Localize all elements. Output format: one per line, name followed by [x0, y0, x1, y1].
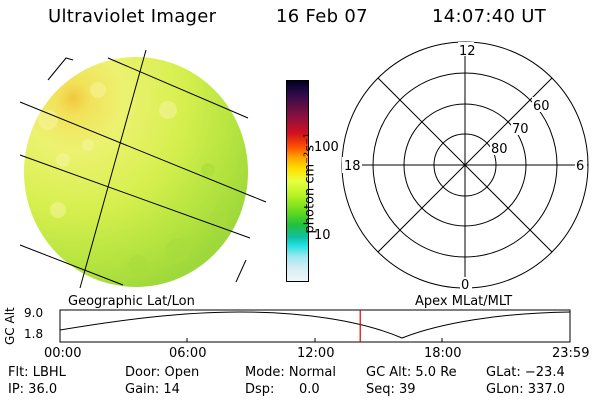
polar-plot: 12 18 6 0 60 70 80: [341, 41, 589, 293]
info-flt: Flt: LBHL: [8, 365, 66, 380]
timeline-xtick-3: 18:00: [424, 346, 462, 361]
lat-label-60: 60: [533, 99, 550, 114]
timeline-ytick-bottom: 1.8: [24, 327, 43, 341]
lat-label-80: 80: [491, 142, 508, 157]
mlt-label-6: 6: [576, 159, 584, 174]
image-panel-label: Geographic Lat/Lon: [68, 294, 195, 309]
info-gain: Gain: 14: [125, 382, 180, 397]
info-gc-alt: GC Alt: 5.0 Re: [366, 365, 457, 380]
info-mode: Mode: Normal: [245, 365, 336, 380]
mlt-label-18: 18: [344, 159, 361, 174]
auroral-image: [19, 50, 267, 289]
timeline-ylabel: GC Alt: [3, 307, 17, 345]
colorbar-tick-100: 100: [314, 140, 339, 155]
info-dsp-value: 0.0: [299, 382, 320, 397]
info-seq: Seq: 39: [366, 382, 416, 397]
info-glon: GLon: 337.0: [486, 382, 566, 397]
altitude-curve: [59, 311, 571, 339]
time-label: 14:07:40 UT: [432, 6, 547, 27]
altitude-timeline: 9.0 1.8 GC Alt: [3, 306, 571, 345]
timeline-xtick-4: 23:59: [552, 346, 590, 361]
info-door: Door: Open: [125, 365, 200, 380]
timeline-xtick-2: 12:00: [297, 346, 335, 361]
geographic-grid: [19, 50, 267, 289]
info-dsp-label: Dsp:: [245, 382, 275, 397]
colorbar: [286, 80, 309, 282]
timeline-ytick-top: 9.0: [24, 306, 43, 320]
earth-disk: [24, 57, 248, 287]
info-glat: GLat: −23.4: [486, 365, 565, 380]
mlt-label-0: 0: [461, 278, 469, 293]
polar-panel-label: Apex MLat/MLT: [415, 294, 513, 309]
mlt-label-12: 12: [459, 44, 476, 59]
timeline-xtick-0: 00:00: [44, 346, 82, 361]
date-label: 16 Feb 07: [276, 6, 368, 27]
timeline-xtick-1: 06:00: [169, 346, 207, 361]
colorbar-unit-label: photon cm⁻²s⁻¹: [302, 132, 318, 234]
colorbar-tick-10: 10: [314, 228, 331, 243]
info-ip: IP: 36.0: [8, 382, 58, 397]
lat-label-70: 70: [512, 122, 529, 137]
app-title: Ultraviolet Imager: [48, 6, 217, 27]
